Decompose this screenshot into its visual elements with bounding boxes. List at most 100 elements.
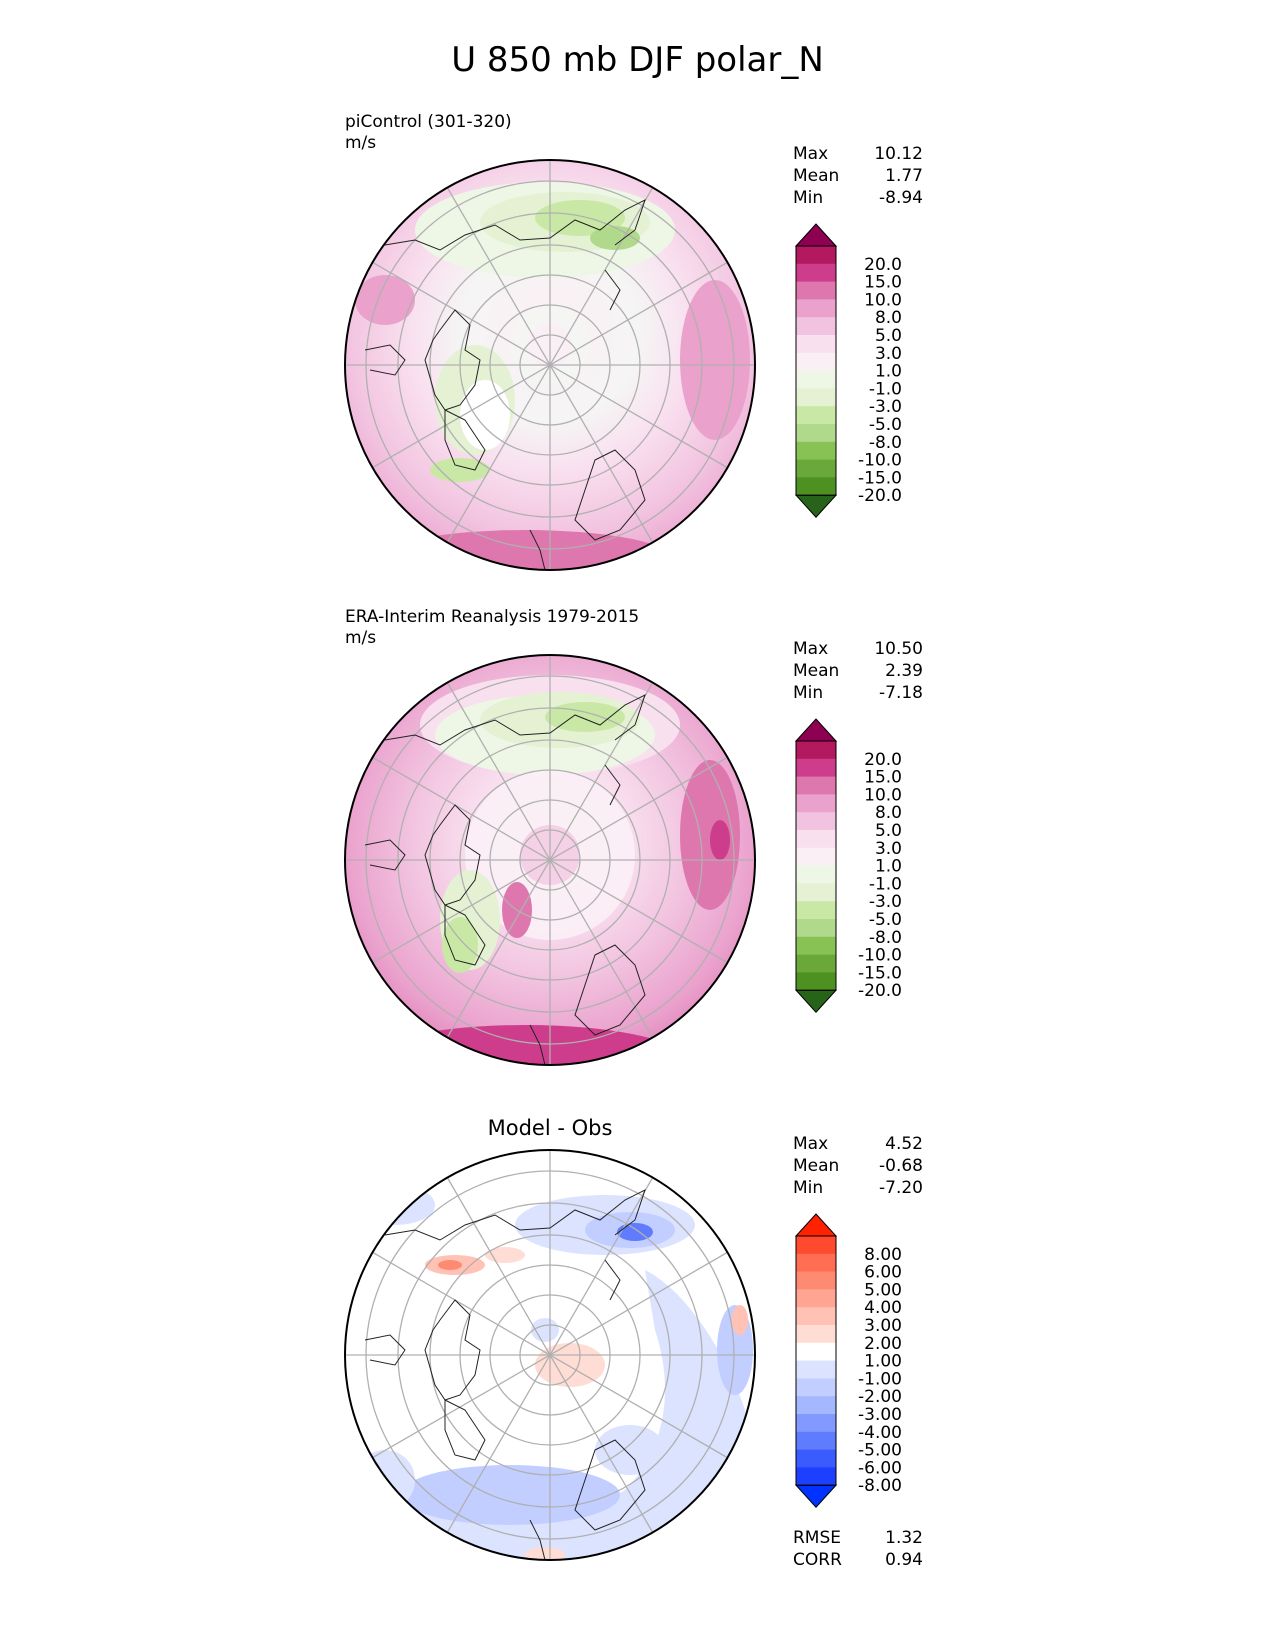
colorbar-swatch: [796, 1325, 836, 1344]
colorbar-swatch: [796, 1467, 836, 1486]
colorbar-swatch: [796, 388, 836, 407]
colorbar-swatch: [796, 954, 836, 973]
colorbar-swatch: [796, 883, 836, 902]
colorbar-tick-label: 15.0: [864, 768, 902, 788]
colorbar-difference: 8.006.005.004.003.002.001.00-1.00-2.00-3…: [794, 1213, 902, 1508]
colorbar-tick-label: -8.0: [869, 928, 902, 948]
colorbar-swatch: [796, 812, 836, 831]
colorbar-tick-label: -8.00: [858, 1476, 902, 1496]
colorbar-swatch: [796, 1271, 836, 1290]
colorbar-tick-label: -15.0: [858, 963, 902, 983]
panel-reference-units: m/s: [345, 628, 377, 648]
colorbar-tick-label: -6.00: [858, 1458, 902, 1478]
colorbar-tick-label: 20.0: [864, 255, 902, 275]
colorbar-tick-label: -3.0: [869, 397, 902, 417]
colorbar-extend-max: [794, 1213, 838, 1237]
colorbar-tick-label: -8.0: [869, 433, 902, 453]
metric-rmse: RMSE 1.32: [793, 1528, 923, 1548]
map-reference: [344, 654, 756, 1066]
colorbar-tick-label: 5.0: [875, 821, 902, 841]
colorbar-tick-label: 3.00: [864, 1316, 902, 1336]
colorbar-extend-min: [794, 1484, 838, 1508]
stat-min: Min -7.18: [793, 683, 923, 703]
colorbar-outline: [795, 1235, 837, 1486]
colorbar-tick-label: 1.0: [875, 362, 902, 382]
colorbar-swatch: [796, 936, 836, 956]
colorbar-tick-label: 6.00: [864, 1263, 902, 1283]
colorbar-swatch: [796, 830, 836, 849]
panel-difference-stats: Max 4.52 Mean -0.68 Min -7.20: [793, 1133, 923, 1199]
stat-max: Max 10.50: [793, 639, 923, 659]
colorbar-swatch: [796, 1396, 836, 1415]
metric-corr: CORR 0.94: [793, 1550, 923, 1570]
colorbar-tick-label: 1.0: [875, 857, 902, 877]
colorbar-swatch: [796, 1414, 836, 1433]
map-difference: [344, 1149, 756, 1561]
figure-title: U 850 mb DJF polar_N: [451, 40, 824, 80]
colorbar-extend-max: [794, 223, 838, 247]
colorbar-tick-label: 4.00: [864, 1298, 902, 1318]
colorbar-swatch: [796, 352, 836, 372]
colorbar-tick-label: 1.00: [864, 1352, 902, 1372]
colorbar-swatch: [796, 424, 836, 443]
colorbar-tick-label: 3.0: [875, 344, 902, 364]
colorbar-swatch: [796, 299, 836, 318]
colorbar-extend-min: [794, 494, 838, 518]
colorbar-tick-label: -3.0: [869, 892, 902, 912]
colorbar-swatch: [796, 1253, 836, 1273]
colorbar-swatch: [796, 477, 836, 496]
colorbar-swatch: [796, 1289, 836, 1308]
colorbar-swatch: [796, 847, 836, 867]
colorbar-tick-label: -10.0: [858, 946, 902, 966]
colorbar-tick-label: 2.00: [864, 1334, 902, 1354]
colorbar-test: 20.015.010.08.05.03.01.0-1.0-3.0-5.0-8.0…: [794, 223, 902, 518]
colorbar-swatch: [796, 317, 836, 336]
colorbar-tick-label: 3.0: [875, 839, 902, 859]
colorbar-extend-max: [794, 718, 838, 742]
colorbar-swatch: [796, 776, 836, 795]
colorbar-extend-min: [794, 989, 838, 1013]
stat-min: Min -7.20: [793, 1178, 923, 1198]
colorbar-swatch: [796, 1342, 836, 1362]
colorbar-swatch: [796, 406, 836, 425]
map-reference-border: [344, 654, 756, 1066]
map-test: [344, 159, 756, 571]
colorbar-swatch: [796, 246, 836, 265]
colorbar-tick-label: -5.0: [869, 415, 902, 435]
stat-max: Max 10.12: [793, 144, 923, 164]
colorbar-tick-label: 5.0: [875, 326, 902, 346]
colorbar-tick-label: -5.00: [858, 1441, 902, 1461]
colorbar-tick-label: 8.0: [875, 308, 902, 328]
colorbar-tick-label: -1.0: [869, 379, 902, 399]
colorbar-outline: [795, 740, 837, 991]
colorbar-tick-label: -1.0: [869, 874, 902, 894]
colorbar-swatch: [796, 459, 836, 478]
panel-reference-title: ERA-Interim Reanalysis 1979-2015: [345, 607, 640, 627]
panel-reference-header: ERA-Interim Reanalysis 1979-2015 m/s: [345, 607, 639, 649]
stat-mean: Mean -0.68: [793, 1156, 923, 1176]
map-difference-border: [344, 1149, 756, 1561]
colorbar-reference: 20.015.010.08.05.03.01.0-1.0-3.0-5.0-8.0…: [794, 718, 902, 1013]
colorbar-swatch: [796, 263, 836, 283]
panel-difference-metrics: RMSE 1.32 CORR 0.94: [793, 1527, 923, 1571]
colorbar-swatch: [796, 1449, 836, 1468]
panel-test-title: piControl (301-320): [345, 112, 512, 132]
colorbar-tick-label: -10.0: [858, 451, 902, 471]
panel-test-header: piControl (301-320) m/s: [345, 112, 512, 154]
colorbar-swatch: [796, 281, 836, 300]
colorbar-swatch: [796, 1431, 836, 1451]
colorbar-tick-label: 8.0: [875, 803, 902, 823]
colorbar-swatch: [796, 741, 836, 760]
colorbar-swatch: [796, 1360, 836, 1379]
panel-difference-title: Model - Obs: [487, 1116, 613, 1140]
colorbar-outline: [795, 245, 837, 496]
colorbar-tick-label: -15.0: [858, 468, 902, 488]
colorbar-swatch: [796, 865, 836, 884]
colorbar-swatch: [796, 972, 836, 991]
colorbar-swatch: [796, 335, 836, 354]
panel-reference-stats: Max 10.50 Mean 2.39 Min -7.18: [793, 638, 923, 704]
colorbar-tick-label: 20.0: [864, 750, 902, 770]
panel-test-stats: Max 10.12 Mean 1.77 Min -8.94: [793, 143, 923, 209]
map-test-border: [344, 159, 756, 571]
colorbar-swatch: [796, 919, 836, 938]
